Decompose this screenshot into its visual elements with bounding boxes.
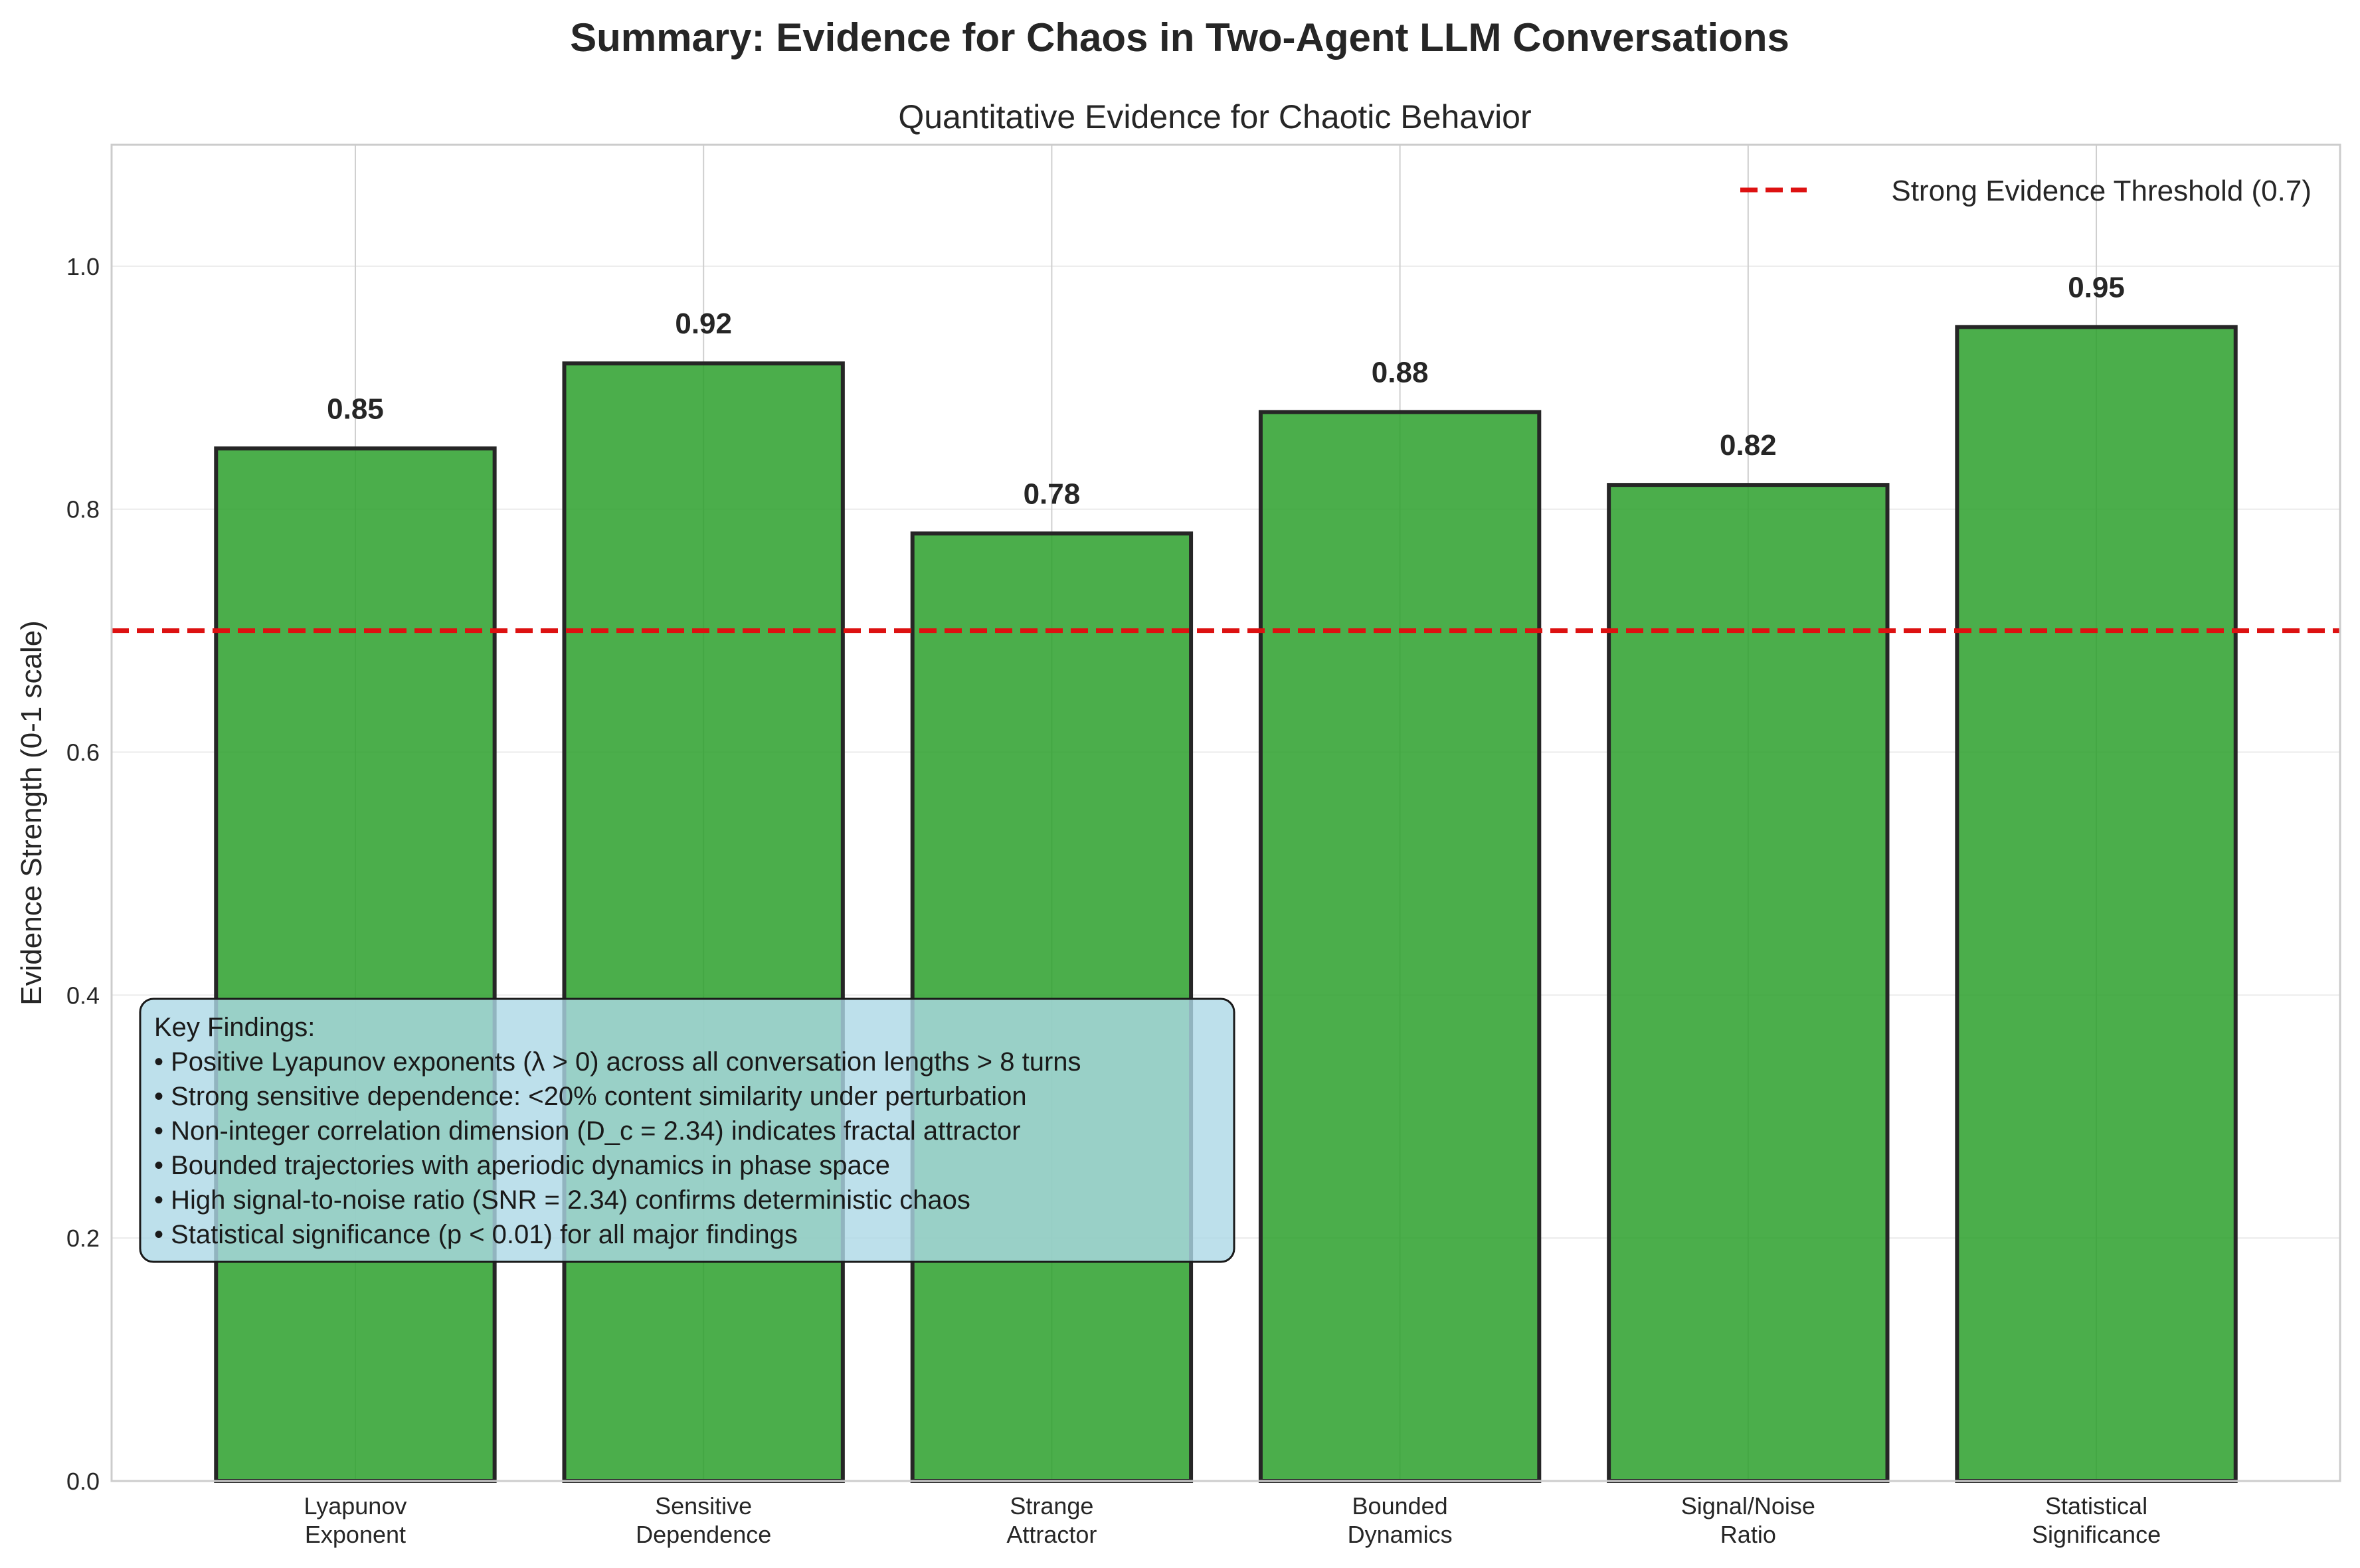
value-label-1: 0.92 bbox=[675, 307, 732, 340]
bar-3 bbox=[1258, 410, 1542, 1483]
key-findings-lines: Key Findings: • Positive Lyapunov exponen… bbox=[154, 1013, 1081, 1249]
value-label-2: 0.78 bbox=[1024, 478, 1081, 510]
bar-5 bbox=[1955, 325, 2238, 1483]
x-tick-label-line: Signal/Noise bbox=[1681, 1492, 1815, 1520]
chart-suptitle: Summary: Evidence for Chaos in Two-Agent… bbox=[570, 15, 1789, 60]
value-label-3: 0.88 bbox=[1372, 356, 1429, 389]
value-label-0: 0.85 bbox=[327, 392, 384, 425]
key-finding-line-4: • Bounded trajectories with aperiodic dy… bbox=[154, 1151, 890, 1180]
x-tick-label-line: Bounded bbox=[1352, 1492, 1448, 1520]
y-tick-label-2: 0.4 bbox=[66, 982, 100, 1009]
x-tick-label-2: Strange Attractor bbox=[1006, 1492, 1097, 1548]
bar-4 bbox=[1607, 483, 1890, 1483]
x-tick-label-line: Strange bbox=[1010, 1492, 1093, 1520]
y-tick-label-4: 0.8 bbox=[66, 496, 100, 523]
y-axis-label: Evidence Strength (0-1 scale) bbox=[15, 620, 48, 1005]
x-tick-label-1: Sensitive Dependence bbox=[636, 1492, 771, 1548]
legend: Strong Evidence Threshold (0.7) bbox=[1740, 175, 2312, 207]
x-tick-label-line: Ratio bbox=[1720, 1521, 1776, 1548]
x-tick-label-line: Exponent bbox=[305, 1521, 406, 1548]
x-tick-label-line: Attractor bbox=[1006, 1521, 1097, 1548]
value-labels: 0.85 0.92 0.78 0.88 0.82 0.95 bbox=[327, 271, 2125, 510]
y-tick-label-1: 0.2 bbox=[66, 1225, 100, 1252]
x-tick-label-line: Lyapunov bbox=[304, 1492, 407, 1520]
y-tick-label-5: 1.0 bbox=[66, 253, 100, 280]
key-finding-line-1: • Positive Lyapunov exponents (λ > 0) ac… bbox=[154, 1047, 1081, 1077]
x-tick-label-line: Dependence bbox=[636, 1521, 771, 1548]
key-findings-box: Key Findings: • Positive Lyapunov exponen… bbox=[139, 998, 1235, 1263]
legend-threshold-label: Strong Evidence Threshold (0.7) bbox=[1891, 175, 2312, 207]
key-finding-line-3: • Non-integer correlation dimension (D_c… bbox=[154, 1116, 1021, 1146]
x-tick-label-line: Sensitive bbox=[655, 1492, 752, 1520]
bars bbox=[214, 325, 2238, 1484]
key-finding-line-0: Key Findings: bbox=[154, 1013, 315, 1042]
key-findings-background bbox=[139, 998, 1235, 1263]
x-tick-label-3: Bounded Dynamics bbox=[1348, 1492, 1453, 1548]
y-tick-labels: 0.0 0.2 0.4 0.6 0.8 1.0 bbox=[66, 253, 100, 1495]
key-finding-line-5: • High signal-to-noise ratio (SNR = 2.34… bbox=[154, 1185, 970, 1215]
chart-title: Quantitative Evidence for Chaotic Behavi… bbox=[898, 98, 1531, 135]
x-tick-label-line: Dynamics bbox=[1348, 1521, 1453, 1548]
x-tick-label-line: Significance bbox=[2032, 1521, 2161, 1548]
x-tick-label-line: Statistical bbox=[2045, 1492, 2147, 1520]
key-finding-line-2: • Strong sensitive dependence: <20% cont… bbox=[154, 1082, 1027, 1111]
plot-frame bbox=[110, 143, 2341, 1482]
value-label-5: 0.95 bbox=[2068, 271, 2125, 304]
x-tick-label-4: Signal/Noise Ratio bbox=[1681, 1492, 1815, 1548]
value-label-4: 0.82 bbox=[1720, 429, 1777, 462]
y-tick-label-0: 0.0 bbox=[66, 1468, 100, 1495]
bar-1 bbox=[562, 361, 845, 1484]
key-finding-line-6: • Statistical significance (p < 0.01) fo… bbox=[154, 1220, 798, 1249]
x-tick-label-5: Statistical Significance bbox=[2032, 1492, 2161, 1548]
y-tick-label-3: 0.6 bbox=[66, 739, 100, 766]
bar-0 bbox=[214, 446, 497, 1483]
x-tick-label-0: Lyapunov Exponent bbox=[304, 1492, 407, 1548]
x-tick-labels: Lyapunov Exponent Sensitive Dependence Stran… bbox=[304, 1492, 2161, 1548]
